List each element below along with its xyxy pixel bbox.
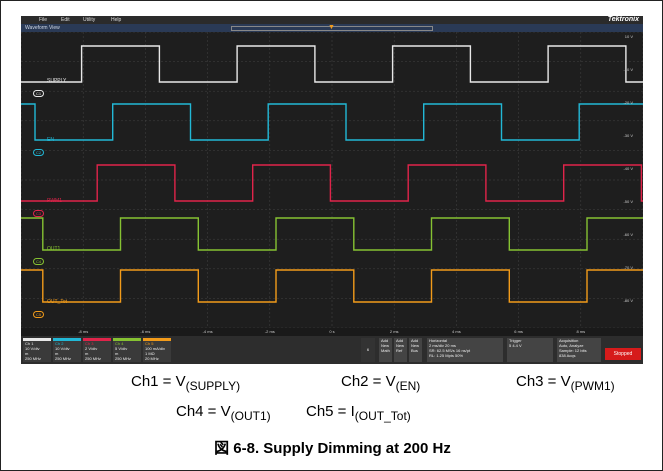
caption-ch3: Ch3 = V(PWM1) (516, 373, 615, 393)
caption-ch2: Ch2 = V(EN) (341, 373, 421, 393)
volt-label: -60 V (623, 232, 633, 237)
channel-badge-title: Ch 5 (145, 341, 154, 346)
grid-lines (21, 32, 643, 328)
volt-label: -50 V (623, 199, 633, 204)
trigger-position-icon[interactable]: ▼ (328, 24, 335, 31)
channel-badge-line: 100 mA/div (145, 346, 166, 351)
add-new-math-button[interactable]: Add New Math (379, 338, 392, 362)
time-tick: -6 ms (140, 329, 151, 334)
ch2-label: EN (47, 137, 54, 143)
menu-utility[interactable]: Utility (83, 17, 96, 23)
add-new-ref-button[interactable]: Add New Ref (394, 338, 407, 362)
time-tick: -4 ms (202, 329, 213, 334)
volt-label: -30 V (623, 133, 633, 138)
run-stop-button[interactable]: Stopped (605, 348, 641, 360)
trigger-badge[interactable]: Trigger 5 4.4 V (507, 338, 553, 362)
volt-label: -10 V (623, 67, 633, 72)
time-tick: -8 ms (78, 329, 89, 334)
channel-2-badge[interactable]: Ch 2 10 V/div m 250 MHz (53, 338, 81, 362)
control-bar: Ch 1 10 V/div m 250 MHz Ch 2 10 V/div m 250 MHz… (21, 336, 643, 364)
channel-badge-title: Ch 1 (25, 341, 34, 346)
channel-badge-line: 250 MHz (85, 356, 102, 361)
channel-badge-title: Ch 3 (85, 341, 94, 346)
ch5-label: OUT_Tot (47, 299, 68, 305)
add-new-ref-label: Add New Ref (396, 338, 405, 353)
ch3-label: PWM1 (47, 198, 62, 204)
channel-badge-line: 20 MHz (145, 356, 159, 361)
channel-badge-line: 250 MHz (25, 356, 42, 361)
caption-ch4: Ch4 = V(OUT1) (176, 403, 271, 423)
acquisition-badge[interactable]: Acquisition Auto, Analyze Sample: 12 bit… (557, 338, 601, 362)
channel-badge-line: 250 MHz (115, 356, 132, 361)
time-axis: -8 ms -6 ms -4 ms -2 ms 0 s 2 ms 4 ms 6 ms 8 ms (21, 328, 643, 336)
channel-5-badge[interactable]: Ch 5 100 mA/div 1 MΩ 20 MHz (143, 338, 171, 362)
ch2-trace[interactable] (21, 103, 643, 141)
volt-label: 10 V (624, 34, 633, 39)
channel-badge-title: Ch 2 (55, 341, 64, 346)
channel-badge-line: 10 V/div (55, 346, 70, 351)
caption-ch1: Ch1 = V(SUPPLY) (131, 373, 241, 393)
channel-badge-line: 5 V/div (115, 346, 128, 351)
waveform-view-bar: Waveform View ▼ (21, 24, 643, 32)
horizontal-badge[interactable]: Horizontal 2 ms/div 20 ms SR: 62.5 MS/s … (427, 338, 503, 362)
ch1-trace[interactable] (21, 45, 643, 83)
channel-badge-line: 10 V/div (25, 346, 40, 351)
figure-title: 図 6-8. Supply Dimming at 200 Hz (214, 440, 451, 457)
add-new-bus-label: Add New Bus (411, 338, 420, 353)
ch5-trace[interactable] (21, 269, 643, 303)
ch1-badge[interactable]: C1 (33, 90, 45, 97)
ch4-label: OUT1 (47, 246, 61, 252)
waveform-graticule (21, 32, 643, 328)
menu-file[interactable]: File (39, 17, 48, 23)
add-new-bus-button[interactable]: Add New Bus (409, 338, 422, 362)
time-tick: 0 s (329, 329, 335, 334)
menu-help[interactable]: Help (111, 17, 122, 23)
waveform-traces (21, 45, 643, 303)
channel-badge-line: 250 MHz (55, 356, 72, 361)
waveform-view-title: Waveform View (25, 25, 60, 31)
ch3-trace[interactable] (21, 164, 643, 202)
volt-label: -80 V (623, 298, 633, 303)
time-tick: 2 ms (389, 329, 399, 334)
channel-badge-title: Ch 4 (115, 341, 124, 346)
acquisition-title: Acquisition (559, 338, 579, 343)
channel-badge-line: 1 MΩ (145, 351, 155, 356)
time-tick: -2 ms (264, 329, 275, 334)
volt-label: -40 V (623, 166, 633, 171)
ch2-badge[interactable]: C2 (33, 149, 45, 156)
ch3-badge[interactable]: C3 (33, 210, 45, 217)
menu-edit[interactable]: Edit (61, 17, 70, 23)
channel-badge-line: m (55, 351, 59, 356)
add-new-math-label: Add New Math (381, 338, 390, 353)
time-tick: 4 ms (452, 329, 461, 334)
record-view-indicator[interactable] (231, 26, 433, 31)
channel-1-badge[interactable]: Ch 1 10 V/div m 250 MHz (23, 338, 51, 362)
channel-badge-line: 2 V/div (85, 346, 98, 351)
time-tick: 6 ms (514, 329, 523, 334)
figure-caption-area: Ch1 = V(SUPPLY) Ch2 = V(EN) Ch3 = V(PWM1… (1, 371, 663, 471)
volt-label: -70 V (623, 265, 633, 270)
channel-badge-line: m (85, 351, 89, 356)
horizontal-title: Horizontal (429, 338, 448, 343)
volt-label: -20 V (623, 100, 633, 105)
caption-ch5: Ch5 = I(OUT_Tot) (306, 403, 411, 423)
more-channels-button[interactable]: 6 (361, 338, 375, 362)
channel-badge-line: m (25, 351, 29, 356)
oscilloscope-window: File Edit Utility Help Tektronix Wavefor… (21, 16, 643, 364)
channel-badge-line: m (115, 351, 119, 356)
time-tick: 8 ms (576, 329, 586, 334)
trigger-title: Trigger (509, 338, 522, 343)
brand-logo: Tektronix (607, 16, 639, 23)
ch5-badge[interactable]: C5 (33, 311, 45, 318)
ch4-badge[interactable]: C4 (33, 258, 45, 265)
ch4-trace[interactable] (21, 217, 643, 251)
menu-bar: File Edit Utility Help Tektronix (21, 16, 643, 24)
ch1-label: SUPPLY (47, 78, 67, 84)
